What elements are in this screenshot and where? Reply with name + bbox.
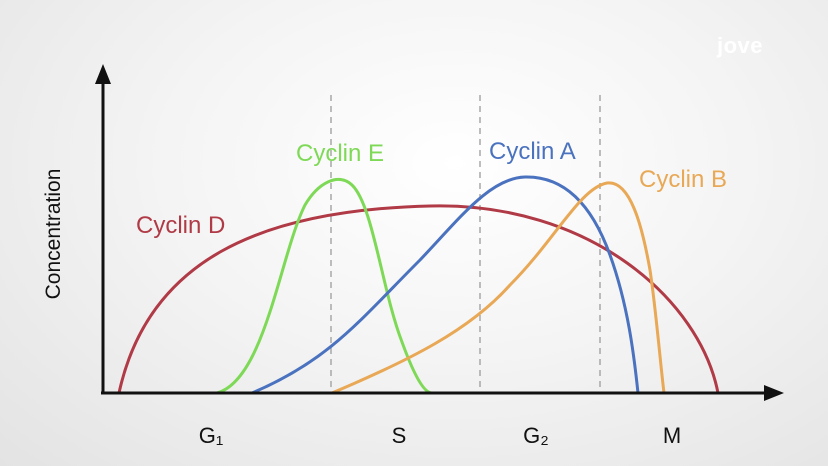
phase-label-s: S — [392, 423, 407, 448]
phase-label-g2: G₂ — [523, 423, 549, 448]
x-axis-arrow-icon — [764, 385, 784, 401]
label-cyclin-d: Cyclin D — [136, 212, 225, 239]
axes — [95, 64, 784, 401]
phase-dividers — [330, 95, 601, 393]
cyclin-curves — [117, 175, 720, 395]
cyclin-b-curve — [330, 181, 666, 395]
label-cyclin-e: Cyclin E — [296, 140, 384, 167]
phase-label-m: M — [663, 423, 681, 448]
phase-labels: G₁ S G₂ M — [199, 423, 681, 448]
cyclin-d-curve — [117, 204, 720, 395]
y-axis-arrow-icon — [95, 64, 111, 84]
label-cyclin-a: Cyclin A — [489, 138, 576, 165]
series-labels: Cyclin D Cyclin E Cyclin A Cyclin B — [136, 138, 727, 239]
cyclin-e-curve — [215, 178, 434, 395]
jove-logo: jove — [716, 33, 763, 58]
y-axis-title: Concentration — [42, 169, 65, 300]
label-cyclin-b: Cyclin B — [639, 166, 727, 193]
cyclin-a-curve — [250, 175, 640, 395]
phase-label-g1: G₁ — [199, 423, 224, 448]
